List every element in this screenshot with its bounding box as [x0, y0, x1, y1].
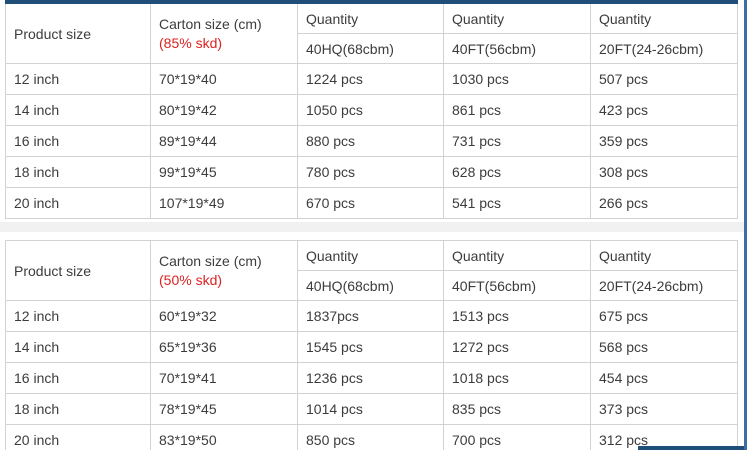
qty-40ft-cell: 861 pcs	[443, 94, 591, 126]
product-size-cell: 16 inch	[5, 125, 151, 157]
qty-40hq-cell: 1224 pcs	[297, 63, 444, 95]
product-size-header-cell: Product size	[5, 240, 151, 301]
product-size-cell: 18 inch	[5, 156, 151, 188]
carton-size-cell: 70*19*40	[150, 63, 298, 95]
qty-40ft-cell: 731 pcs	[443, 125, 591, 157]
container-20ft-header-cell: 20FT(24-26cbm)	[590, 33, 738, 64]
carton-size-cell: 83*19*50	[150, 424, 298, 450]
qty-40ft-cell: 835 pcs	[443, 393, 591, 425]
container-20ft-header-cell: 20FT(24-26cbm)	[590, 270, 738, 301]
header-row-top: Product size Carton size (cm) (85% skd) …	[5, 1, 738, 64]
carton-size-cell: 99*19*45	[150, 156, 298, 188]
header-row-containers: 40HQ(68cbm) 40FT(56cbm) 20FT(24-26cbm)	[6, 33, 738, 64]
qty-40ft-cell: 1018 pcs	[443, 362, 591, 394]
qty-20ft-cell: 312 pcs	[590, 424, 738, 450]
qty-20ft-cell: 266 pcs	[590, 187, 738, 219]
qty-40ft-cell: 700 pcs	[443, 424, 591, 450]
carton-size-cell: 80*19*42	[150, 94, 298, 126]
next-table-top-bar	[638, 446, 744, 450]
qty-20ft-cell: 454 pcs	[590, 362, 738, 394]
qty-20ft-cell: 568 pcs	[590, 331, 738, 363]
product-size-cell: 12 inch	[5, 63, 151, 95]
product-size-cell: 20 inch	[5, 424, 151, 450]
qty-40ft-cell: 628 pcs	[443, 156, 591, 188]
qty-40hq-cell: 780 pcs	[297, 156, 444, 188]
qty-20ft-cell: 675 pcs	[590, 300, 738, 332]
header-row-containers: 40HQ(68cbm) 40FT(56cbm) 20FT(24-26cbm)	[6, 270, 738, 301]
qty-40hq-cell: 880 pcs	[297, 125, 444, 157]
qty-40hq-cell: 670 pcs	[297, 187, 444, 219]
container-40ft-header-cell: 40FT(56cbm)	[443, 270, 591, 301]
header-row-top: Product size Carton size (cm) (50% skd) …	[5, 240, 738, 301]
table-row: 20 inch 83*19*50 850 pcs 700 pcs 312 pcs	[5, 424, 738, 450]
carton-size-cell: 89*19*44	[150, 125, 298, 157]
qty-20ft-cell: 423 pcs	[590, 94, 738, 126]
table-row: 14 inch 65*19*36 1545 pcs 1272 pcs 568 p…	[5, 331, 738, 363]
qty-40hq-cell: 1837pcs	[297, 300, 444, 332]
quantity-header-cell: Quantity	[443, 240, 591, 271]
qty-40ft-cell: 541 pcs	[443, 187, 591, 219]
qty-40hq-cell: 1236 pcs	[297, 362, 444, 394]
carton-size-cell: 70*19*41	[150, 362, 298, 394]
carton-size-header-cell: Carton size (cm) (85% skd)	[150, 1, 298, 64]
carton-size-cell: 107*19*49	[150, 187, 298, 219]
qty-40hq-cell: 850 pcs	[297, 424, 444, 450]
container-40hq-header-cell: 40HQ(68cbm)	[297, 270, 444, 301]
container-40ft-header-cell: 40FT(56cbm)	[443, 33, 591, 64]
table-row: 18 inch 78*19*45 1014 pcs 835 pcs 373 pc…	[5, 393, 738, 425]
product-size-header-cell: Product size	[5, 1, 151, 64]
product-size-cell: 20 inch	[5, 187, 151, 219]
table-divider	[0, 222, 744, 232]
qty-40ft-cell: 1272 pcs	[443, 331, 591, 363]
carton-size-header-cell: Carton size (cm) (50% skd)	[150, 240, 298, 301]
skd-percent-label: (50% skd)	[159, 271, 223, 288]
skd-percent-label: (85% skd)	[159, 34, 223, 51]
qty-40hq-cell: 1014 pcs	[297, 393, 444, 425]
qty-20ft-cell: 359 pcs	[590, 125, 738, 157]
qty-40hq-cell: 1050 pcs	[297, 94, 444, 126]
product-size-cell: 14 inch	[5, 331, 151, 363]
carton-size-label: Carton size (cm)	[159, 15, 262, 32]
product-size-cell: 18 inch	[5, 393, 151, 425]
quantity-header-cell: Quantity	[297, 240, 444, 271]
qty-40ft-cell: 1513 pcs	[443, 300, 591, 332]
qty-20ft-cell: 308 pcs	[590, 156, 738, 188]
table-row: 12 inch 70*19*40 1224 pcs 1030 pcs 507 p…	[5, 63, 738, 95]
product-size-cell: 16 inch	[5, 362, 151, 394]
quantity-header-cell: Quantity	[590, 240, 738, 271]
spec-table-85-skd: Product size Carton size (cm) (85% skd) …	[5, 0, 738, 219]
carton-size-cell: 65*19*36	[150, 331, 298, 363]
spec-table-50-skd: Product size Carton size (cm) (50% skd) …	[5, 240, 738, 450]
carton-size-cell: 78*19*45	[150, 393, 298, 425]
qty-20ft-cell: 507 pcs	[590, 63, 738, 95]
carton-size-cell: 60*19*32	[150, 300, 298, 332]
table-row: 16 inch 89*19*44 880 pcs 731 pcs 359 pcs	[5, 125, 738, 157]
carton-size-label: Carton size (cm)	[159, 252, 262, 269]
table-row: 20 inch 107*19*49 670 pcs 541 pcs 266 pc…	[5, 187, 738, 219]
table-row: 16 inch 70*19*41 1236 pcs 1018 pcs 454 p…	[5, 362, 738, 394]
table-row: 18 inch 99*19*45 780 pcs 628 pcs 308 pcs	[5, 156, 738, 188]
qty-20ft-cell: 373 pcs	[590, 393, 738, 425]
qty-40hq-cell: 1545 pcs	[297, 331, 444, 363]
quantity-header-cell: Quantity	[590, 1, 738, 34]
container-40hq-header-cell: 40HQ(68cbm)	[297, 33, 444, 64]
product-size-cell: 14 inch	[5, 94, 151, 126]
table-row: 12 inch 60*19*32 1837pcs 1513 pcs 675 pc…	[5, 300, 738, 332]
product-size-cell: 12 inch	[5, 300, 151, 332]
quantity-header-cell: Quantity	[443, 1, 591, 34]
qty-40ft-cell: 1030 pcs	[443, 63, 591, 95]
page-right-border	[744, 0, 747, 450]
quantity-header-cell: Quantity	[297, 1, 444, 34]
table-row: 14 inch 80*19*42 1050 pcs 861 pcs 423 pc…	[5, 94, 738, 126]
